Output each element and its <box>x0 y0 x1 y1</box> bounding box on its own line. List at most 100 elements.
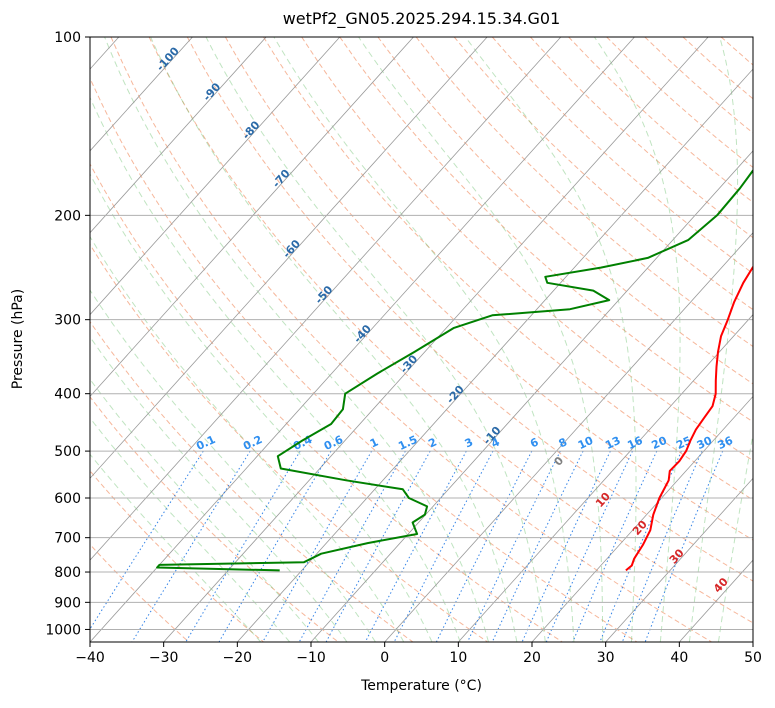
dry-adiabat <box>339 37 753 423</box>
isotherm <box>605 477 753 642</box>
dry-adiabat <box>682 37 753 100</box>
dry-adiabat <box>606 37 753 169</box>
y-tick-label: 200 <box>54 208 81 224</box>
mixing-ratio-label: 0.2 <box>241 433 264 453</box>
dry-adiabat-label: -100 <box>154 44 182 73</box>
moist-adiabat <box>358 37 604 642</box>
y-tick-label: 400 <box>54 387 81 403</box>
x-axis-label: Temperature (°C) <box>361 678 482 694</box>
mixing-ratio-label: 3 <box>463 435 475 450</box>
dry-adiabat <box>377 37 753 385</box>
mixing-ratio-label: 2 <box>426 435 438 450</box>
mixing-ratio-line <box>435 450 533 642</box>
profile-line <box>625 265 753 572</box>
chart-title: wetPf2_GN05.2025.294.15.34.G01 <box>282 9 561 28</box>
isotherm <box>384 232 753 642</box>
x-tick-label: 20 <box>523 650 541 666</box>
dry-adiabat <box>720 37 753 66</box>
isotherm <box>458 313 753 642</box>
y-tick-label: 800 <box>54 565 81 581</box>
moist-adiabat <box>205 37 546 642</box>
mixing-ratio-line <box>325 450 431 642</box>
dry-adiabat-label: -80 <box>240 118 263 142</box>
mixing-ratio-line <box>644 450 724 642</box>
isotherm <box>90 37 193 152</box>
dry-adiabat <box>90 76 638 642</box>
isotherm <box>531 395 753 642</box>
x-tick-label: −40 <box>75 650 105 666</box>
isotherm <box>90 37 414 398</box>
moist-adiabat-label: 10 <box>593 490 613 510</box>
background-lines <box>90 37 775 642</box>
dry-adiabat-label: -60 <box>280 237 303 261</box>
dry-adiabat <box>224 37 753 541</box>
profiles <box>156 169 753 572</box>
x-tick-label: 30 <box>597 650 615 666</box>
mixing-ratio-line <box>521 450 611 642</box>
moist-adiabat <box>688 37 739 642</box>
moist-adiabat-label: 30 <box>667 546 687 566</box>
isotherm <box>90 37 488 479</box>
dry-adiabat <box>263 37 753 501</box>
isotherm <box>237 68 753 642</box>
x-tick-label: 0 <box>380 650 389 666</box>
dry-adiabat <box>90 243 488 642</box>
mixing-ratio-label: 36 <box>716 434 736 452</box>
mixing-ratio-line <box>90 450 204 630</box>
mixing-ratio-label: 25 <box>674 434 693 452</box>
dry-adiabat <box>453 37 753 311</box>
mixing-ratio-label: 16 <box>625 434 645 452</box>
plot-frame <box>89 36 754 643</box>
moist-adiabat <box>150 37 518 642</box>
mixing-ratio-label: 1.5 <box>396 433 419 453</box>
moist-adiabat <box>464 37 637 642</box>
x-tick-label: 10 <box>449 650 467 666</box>
x-tick-label: 40 <box>670 650 688 666</box>
dry-adiabat-label: -70 <box>270 167 293 191</box>
pressure-gridlines <box>90 37 753 630</box>
dry-adiabat <box>90 396 339 642</box>
x-tick-label: 50 <box>744 650 762 666</box>
mixing-ratio-label: 1 <box>368 435 380 450</box>
y-tick-label: 900 <box>54 595 81 611</box>
dry-adiabat-label: -40 <box>351 322 374 346</box>
moist-adiabat <box>90 378 319 642</box>
y-tick-label: 1000 <box>45 622 81 638</box>
dry-adiabat <box>90 543 190 642</box>
moist-adiabat <box>90 172 433 642</box>
mixing-ratio-line <box>621 450 703 642</box>
y-tick-label: 300 <box>54 313 81 329</box>
mixing-ratio-line <box>364 450 467 642</box>
moist-adiabat <box>90 289 376 642</box>
moist-adiabat <box>718 431 753 642</box>
dry-adiabat <box>90 470 264 642</box>
mixing-ratio-line <box>298 450 406 642</box>
moist-adiabat <box>593 37 681 642</box>
y-tick-label: 100 <box>54 30 81 46</box>
x-tick-label: −20 <box>223 650 253 666</box>
moist-adiabat <box>90 453 262 642</box>
mixing-ratio-label: 10 <box>576 434 596 452</box>
axes: −40 −30 −20 −10 0 10 20 30 40 50 100 200 300 400 500 60… <box>45 30 762 666</box>
isotherm <box>90 37 635 642</box>
mixing-ratio-label: 20 <box>650 434 670 452</box>
mixing-ratio-label: 30 <box>695 434 715 452</box>
moist-adiabat <box>104 37 489 642</box>
isotherm <box>90 37 562 561</box>
dry-adiabat-label: -20 <box>444 383 467 407</box>
dry-adiabat <box>759 37 775 642</box>
moist-adiabat <box>273 37 575 642</box>
y-tick-label: 700 <box>54 531 81 547</box>
dry-adiabat-label: -50 <box>312 283 335 307</box>
mixing-ratio-label: 8 <box>557 435 569 450</box>
mixing-ratio-line <box>545 450 633 642</box>
dry-adiabat <box>644 37 753 134</box>
y-axis-label: Pressure (hPa) <box>10 288 26 390</box>
isotherm <box>752 641 753 642</box>
dry-adiabat-label: -90 <box>200 80 223 104</box>
mixing-ratio-label: 0.6 <box>322 433 345 453</box>
mixing-ratio-line <box>467 450 561 642</box>
x-tick-label: −10 <box>296 650 326 666</box>
